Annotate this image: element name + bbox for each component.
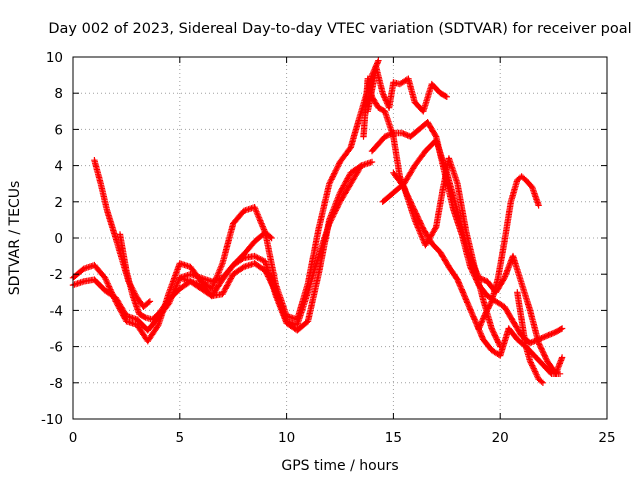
series-markers [360,75,564,377]
series-track-6 [360,75,564,377]
y-tick-label: 10 [46,50,63,66]
series-track-9 [390,155,504,350]
x-tick-label: 10 [278,430,295,446]
series-markers [475,173,542,332]
series-markers [176,158,376,329]
y-axis-label: SDTVAR / TECUs [7,181,23,296]
series-markers [390,155,504,350]
y-tick-label: 8 [54,86,63,102]
y-tick-label: 2 [54,195,63,211]
y-tick-label: -8 [50,376,63,392]
grid-lines [73,57,607,419]
x-tick-label: 0 [69,430,78,446]
x-tick-label: 25 [598,430,615,446]
series-track-11 [475,173,542,332]
x-tick-label: 20 [492,430,509,446]
x-axis-tick-labels: 0 5 10 15 20 25 [69,430,616,446]
series-track-10 [379,137,566,377]
chart-title: Day 002 of 2023, Sidereal Day-to-day VTE… [48,21,631,37]
series-track-5 [176,158,376,329]
data-markers [69,57,566,386]
series-markers [364,64,450,115]
x-tick-label: 5 [176,430,185,446]
series-markers [514,289,547,386]
x-axis-label: GPS time / hours [281,458,398,474]
series-track-7 [364,64,450,115]
axis-ticks [72,56,608,420]
y-axis-tick-labels: -10 -8 -6 -4 -2 0 2 4 6 8 10 [41,50,63,428]
series-track-12 [514,289,547,386]
y-tick-label: 0 [54,231,63,247]
y-tick-label: -4 [50,303,63,319]
y-tick-label: 6 [54,122,63,138]
y-tick-label: -10 [41,412,63,428]
x-tick-label: 15 [385,430,402,446]
y-tick-label: 4 [54,159,63,175]
y-tick-label: -6 [50,340,63,356]
series-markers [379,137,566,377]
y-tick-label: -2 [50,267,63,283]
